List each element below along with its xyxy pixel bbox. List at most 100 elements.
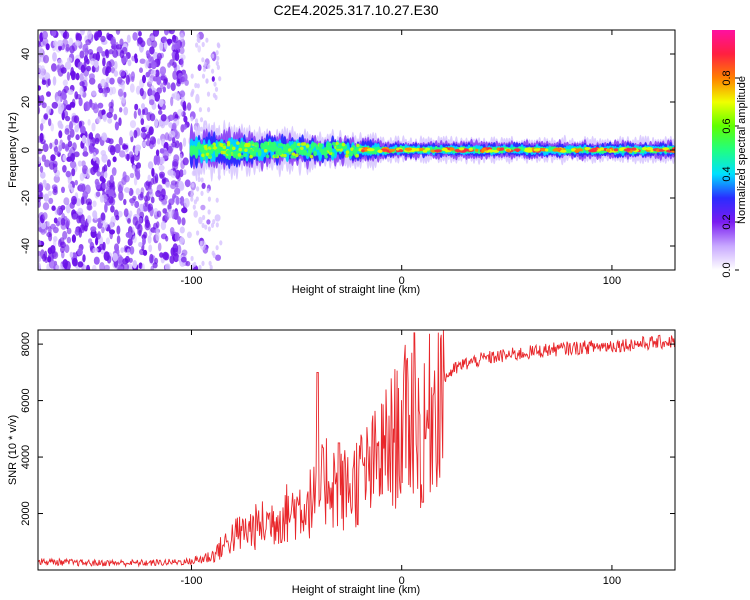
noise-speck	[106, 255, 112, 264]
noise-speck	[43, 193, 49, 202]
signal-core-cell	[335, 141, 339, 146]
noise-speck	[201, 57, 205, 63]
noise-speck	[151, 40, 158, 48]
noise-speck	[82, 43, 89, 53]
noise-speck	[172, 70, 178, 80]
noise-speck	[87, 215, 92, 224]
noise-speck	[134, 168, 138, 177]
noise-speck	[77, 160, 82, 167]
noise-speck	[207, 63, 211, 69]
noise-speck	[138, 229, 142, 237]
signal-core-cell	[253, 142, 258, 146]
noise-speck	[165, 235, 169, 242]
spectrogram-xtick-label: 100	[603, 275, 621, 287]
noise-speck	[182, 157, 189, 166]
noise-speck	[147, 77, 154, 85]
noise-speck	[46, 91, 51, 97]
noise-speck	[161, 188, 166, 198]
noise-speck	[182, 104, 187, 112]
noise-speck	[118, 117, 122, 127]
noise-speck	[147, 203, 153, 211]
snr-frame	[37, 329, 676, 571]
signal-core-cell	[244, 148, 248, 152]
noise-speck	[43, 54, 49, 64]
noise-speck	[149, 46, 155, 55]
noise-speck	[101, 153, 108, 163]
signal-core-cell	[513, 148, 521, 152]
noise-speck	[201, 41, 205, 48]
noise-speck	[156, 210, 162, 218]
noise-speck	[97, 217, 102, 224]
noise-speck	[63, 31, 70, 40]
noise-speck	[39, 132, 44, 143]
noise-speck	[75, 32, 82, 42]
noise-speck	[181, 249, 188, 256]
noise-speck	[53, 236, 58, 242]
noise-speck	[197, 176, 201, 183]
noise-speck	[162, 251, 169, 260]
noise-speck	[211, 68, 215, 74]
noise-speck	[39, 165, 44, 173]
noise-speck	[77, 207, 84, 216]
spectrogram-xlabel: Height of straight line (km)	[292, 284, 420, 296]
signal-core-cell	[449, 147, 455, 151]
noise-speck	[170, 96, 174, 107]
noise-speck	[106, 60, 112, 70]
noise-speck	[100, 171, 105, 177]
noise-speck	[50, 123, 54, 132]
noise-speck	[64, 244, 70, 254]
signal-core-cell	[208, 154, 212, 158]
noise-speck	[174, 187, 181, 195]
noise-speck	[109, 220, 114, 229]
signal-core-cell	[306, 152, 311, 157]
noise-speck	[129, 120, 137, 129]
noise-speck	[143, 231, 148, 239]
snr-ticks: -100 0 100 2000 4000 6000 8000	[20, 330, 675, 587]
noise-speck	[43, 114, 48, 120]
noise-speck	[86, 65, 91, 72]
noise-speck	[126, 34, 131, 43]
signal-core-cell	[544, 148, 549, 152]
snr-ytick-label: 2000	[20, 501, 32, 525]
noise-speck	[211, 53, 215, 59]
noise-speck	[60, 246, 65, 253]
signal-core-cell	[288, 148, 292, 152]
noise-speck	[62, 165, 67, 173]
noise-speck	[47, 247, 53, 255]
signal-core-cell	[645, 147, 654, 151]
colorbar: 0.0 0.2 0.4 0.6 0.8 Normalized spectral ampl…	[712, 30, 748, 278]
snr-marks	[38, 330, 675, 568]
noise-speck	[179, 47, 185, 55]
noise-speck	[96, 46, 103, 54]
noise-speck	[51, 101, 58, 109]
snr-panel: -100 0 100 2000 4000 6000 8000 Height of strai…	[7, 329, 676, 596]
noise-speck	[103, 134, 108, 141]
noise-speck	[122, 144, 129, 150]
noise-speck	[52, 189, 58, 196]
noise-speck	[81, 135, 87, 144]
noise-speck	[52, 76, 57, 86]
noise-speck	[119, 107, 123, 113]
noise-speck	[172, 61, 177, 68]
noise-speck	[201, 73, 206, 79]
signal-band-cell	[194, 146, 199, 159]
noise-speck	[215, 50, 219, 56]
noise-speck	[214, 86, 219, 92]
noise-speck	[141, 263, 145, 270]
signal-core-cell	[332, 141, 336, 146]
signal-core-cell	[273, 154, 278, 158]
noise-speck	[182, 124, 188, 130]
noise-speck	[38, 184, 43, 193]
noise-speck	[168, 114, 174, 122]
noise-speck	[123, 198, 127, 206]
noise-speck	[191, 263, 195, 269]
signal-band-cell	[313, 150, 317, 157]
noise-speck	[68, 104, 72, 111]
noise-speck	[106, 32, 110, 40]
noise-speck	[139, 58, 146, 64]
signal-core-cell	[430, 149, 436, 153]
noise-speck	[59, 123, 64, 130]
noise-speck	[119, 38, 124, 47]
signal-core-cell	[398, 149, 404, 153]
noise-speck	[102, 57, 106, 67]
